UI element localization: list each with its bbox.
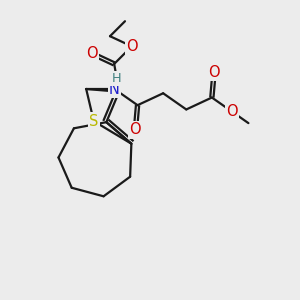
Text: N: N xyxy=(109,82,120,97)
Text: O: O xyxy=(208,65,220,80)
Text: O: O xyxy=(226,104,238,119)
Text: O: O xyxy=(130,122,141,137)
Text: O: O xyxy=(86,46,98,61)
Text: S: S xyxy=(89,114,98,129)
Text: O: O xyxy=(126,39,138,54)
Text: H: H xyxy=(111,72,121,85)
